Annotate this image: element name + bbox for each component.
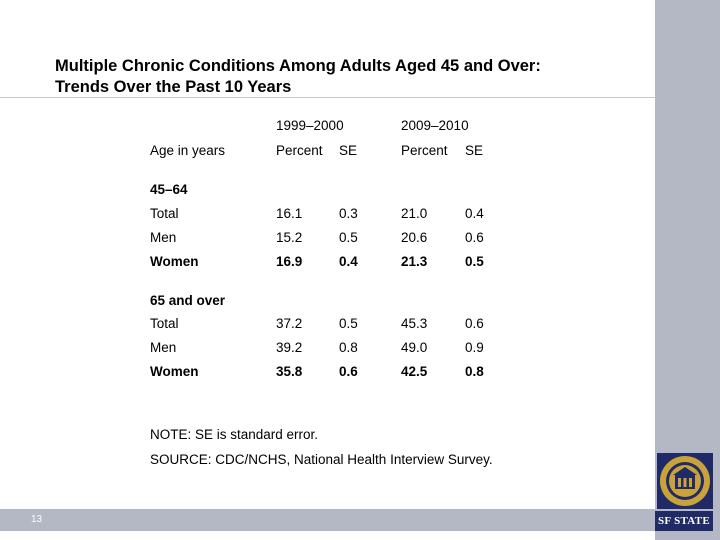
table-cell: 16.1 — [276, 206, 303, 221]
table-cell: 35.8 — [276, 364, 303, 379]
column-header: SE — [465, 143, 484, 158]
table-source: SOURCE: CDC/NCHS, National Health Interv… — [150, 452, 493, 467]
university-seal-icon — [657, 453, 713, 509]
group-label: 65 and over — [150, 293, 226, 308]
row-label: Men — [150, 340, 177, 355]
row-label: Women — [150, 364, 199, 379]
column-header: Percent — [276, 143, 323, 158]
table-cell: 0.4 — [339, 254, 358, 269]
row-header: Age in years — [150, 143, 226, 158]
table-cell: 0.5 — [465, 254, 484, 269]
footer-band — [0, 509, 655, 531]
group-label: 45–64 — [150, 182, 188, 197]
table-cell: 37.2 — [276, 316, 303, 331]
column-header: SE — [339, 143, 358, 158]
period-header-1999: 1999–2000 — [276, 118, 344, 133]
table-cell: 49.0 — [401, 340, 428, 355]
table-cell: 0.4 — [465, 206, 484, 221]
table-cell: 0.6 — [339, 364, 358, 379]
page-number: 13 — [31, 514, 43, 525]
table-cell: 0.9 — [465, 340, 484, 355]
sf-state-logo: SF STATE — [655, 511, 713, 531]
table-cell: 0.5 — [339, 316, 358, 331]
table-cell: 0.6 — [465, 316, 484, 331]
title-line-1: Multiple Chronic Conditions Among Adults… — [55, 57, 541, 75]
table-cell: 21.3 — [401, 254, 428, 269]
table-note: NOTE: SE is standard error. — [150, 427, 319, 442]
row-label: Total — [150, 316, 179, 331]
period-header-2009: 2009–2010 — [401, 118, 469, 133]
right-sidebar-band — [655, 0, 720, 540]
table-cell: 16.9 — [276, 254, 303, 269]
table-cell: 0.3 — [339, 206, 358, 221]
table-cell: 0.8 — [465, 364, 484, 379]
table-cell: 39.2 — [276, 340, 303, 355]
table-cell: 15.2 — [276, 230, 303, 245]
table-cell: 0.6 — [465, 230, 484, 245]
row-label: Women — [150, 254, 199, 269]
title-line-2: Trends Over the Past 10 Years — [55, 78, 292, 96]
table-cell: 0.8 — [339, 340, 358, 355]
row-label: Men — [150, 230, 177, 245]
column-header: Percent — [401, 143, 448, 158]
table-cell: 20.6 — [401, 230, 428, 245]
row-label: Total — [150, 206, 179, 221]
table-cell: 45.3 — [401, 316, 428, 331]
table-cell: 42.5 — [401, 364, 428, 379]
table-cell: 0.5 — [339, 230, 358, 245]
title-divider — [0, 97, 655, 98]
table-cell: 21.0 — [401, 206, 428, 221]
slide-title: Multiple Chronic Conditions Among Adults… — [55, 56, 615, 98]
